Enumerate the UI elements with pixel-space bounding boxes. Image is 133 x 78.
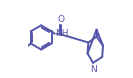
Text: NH: NH	[55, 29, 69, 38]
Text: O: O	[58, 15, 65, 24]
Text: N: N	[90, 65, 96, 74]
